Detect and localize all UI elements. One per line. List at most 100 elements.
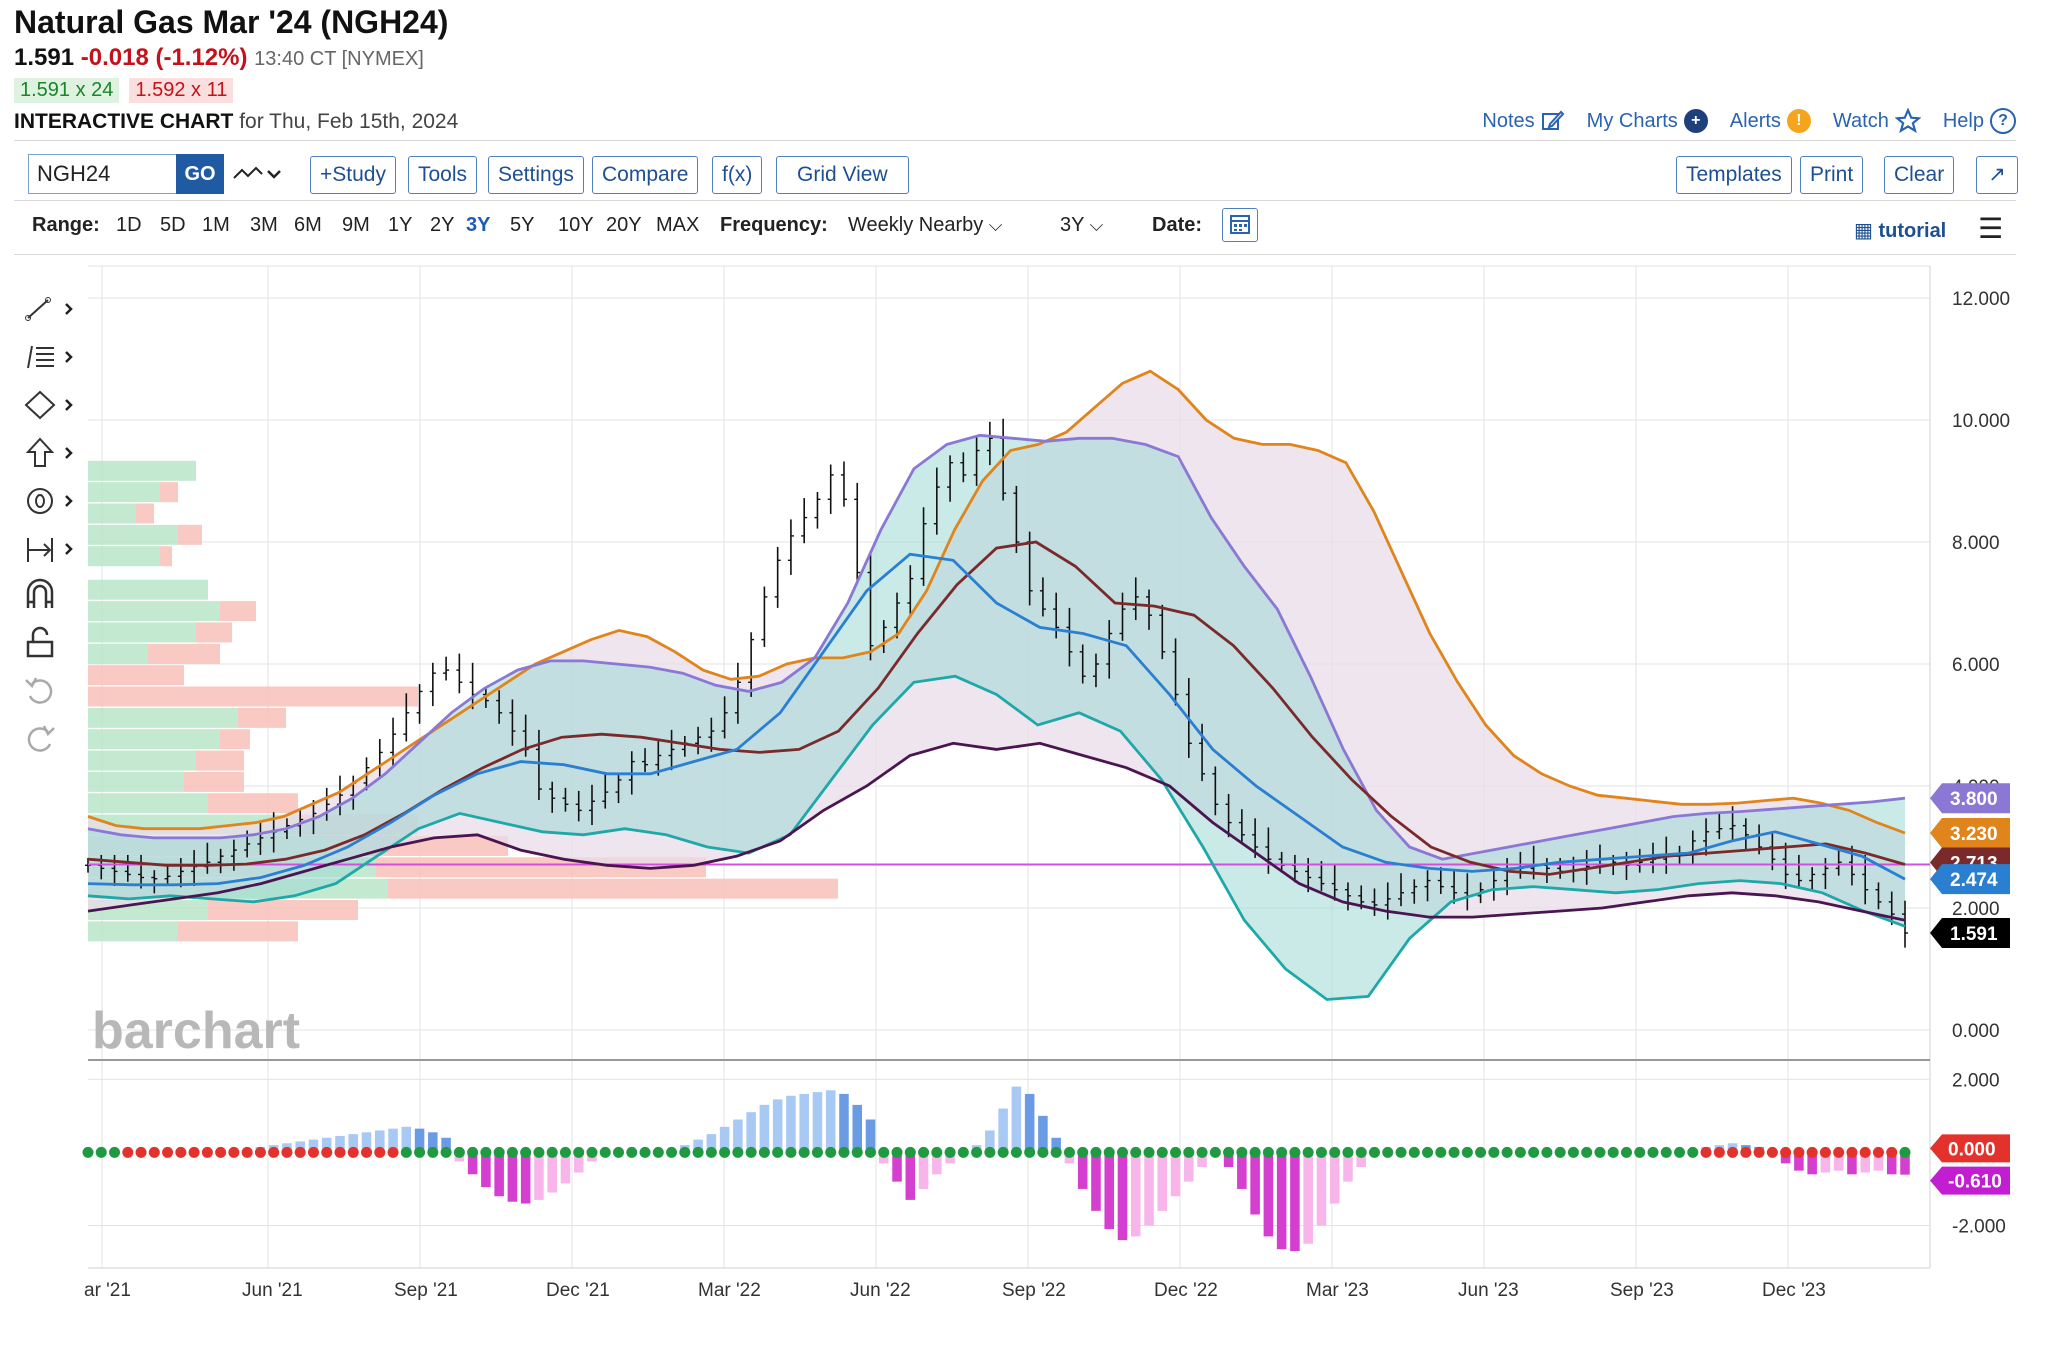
notes-link[interactable]: Notes xyxy=(1482,108,1565,134)
range-option-10y[interactable]: 10Y xyxy=(558,214,594,236)
range-option-1d[interactable]: 1D xyxy=(116,214,142,236)
zero-line-dot xyxy=(1448,1146,1460,1158)
histogram-bar xyxy=(852,1104,863,1153)
volume-profile-bar xyxy=(88,729,220,750)
quote-time: 13:40 CT [NYMEX] xyxy=(254,48,424,70)
zero-line-dot xyxy=(122,1146,134,1158)
blue-ma-line xyxy=(87,552,1906,887)
text-tool[interactable] xyxy=(22,484,82,518)
zero-line-dot xyxy=(1819,1146,1831,1158)
bid-ask: 1.591 x 24 1.592 x 11 xyxy=(14,78,234,103)
volume-profile-bar xyxy=(178,524,202,545)
osc-tick-label: 2.000 xyxy=(1952,1070,2000,1091)
histogram-bar xyxy=(321,1137,332,1153)
help-link[interactable]: Help? xyxy=(1943,108,2016,134)
range-option-5d[interactable]: 5D xyxy=(160,214,186,236)
zero-line-dot xyxy=(188,1146,200,1158)
lock-tool[interactable] xyxy=(22,626,82,660)
histogram-bar xyxy=(1157,1152,1168,1211)
price-tag-text: 2.474 xyxy=(1950,870,1998,891)
date-picker[interactable] xyxy=(1222,208,1258,242)
zero-line-dot xyxy=(825,1146,837,1158)
histogram-bar xyxy=(401,1126,412,1153)
volume-profile-bar xyxy=(178,921,298,942)
zero-line-dot xyxy=(626,1146,638,1158)
histogram-bar xyxy=(1290,1152,1300,1252)
go-button[interactable]: GO xyxy=(176,154,224,194)
histogram-bar xyxy=(839,1093,849,1153)
tools-button[interactable]: Tools xyxy=(408,156,478,194)
fib-tool[interactable] xyxy=(22,340,82,374)
range-option-max[interactable]: MAX xyxy=(656,214,700,236)
histogram-bar xyxy=(1900,1152,1910,1175)
expand-arrow-icon: ↗ xyxy=(1988,163,2006,186)
clear-button[interactable]: Clear xyxy=(1884,156,1955,194)
chart-type-icon[interactable] xyxy=(232,162,286,186)
range-option-3y[interactable]: 3Y xyxy=(466,214,491,236)
zero-line-dot xyxy=(1687,1146,1699,1158)
shape-tool[interactable] xyxy=(22,388,82,422)
x-tick-label: Dec '23 xyxy=(1762,1280,1826,1301)
compare-button[interactable]: Compare xyxy=(592,156,699,194)
range-option-3m[interactable]: 3M xyxy=(250,214,278,236)
line-tool[interactable] xyxy=(22,292,82,326)
osc-tag: -0.610 xyxy=(1930,1166,2010,1195)
range-option-1y[interactable]: 1Y xyxy=(388,214,413,236)
zero-line-dot xyxy=(281,1146,293,1158)
zero-line-dot xyxy=(228,1146,240,1158)
brown-ma-line xyxy=(87,540,1906,876)
volume-profile-bar xyxy=(88,460,196,481)
period-select[interactable]: 3Y ⌵ xyxy=(1060,214,1103,237)
ask-value: 1.592 x 11 xyxy=(129,78,234,103)
histogram-bar xyxy=(1343,1152,1353,1182)
histogram-bar xyxy=(932,1152,942,1175)
zero-line-dot xyxy=(1833,1146,1845,1158)
zero-line-dot xyxy=(1514,1146,1526,1158)
histogram-bar xyxy=(335,1135,345,1153)
volume-profile-bar xyxy=(220,729,250,750)
range-option-1m[interactable]: 1M xyxy=(202,214,230,236)
settings-button[interactable]: Settings xyxy=(488,156,584,194)
range-option-2y[interactable]: 2Y xyxy=(430,214,455,236)
range-option-20y[interactable]: 20Y xyxy=(606,214,642,236)
divider xyxy=(14,200,2016,201)
tutorial-link[interactable]: ▦ tutorial xyxy=(1854,218,1946,243)
alerts-link[interactable]: Alerts! xyxy=(1730,108,1811,134)
my-charts-link[interactable]: My Charts + xyxy=(1587,108,1708,134)
chart-date: for Thu, Feb 15th, 2024 xyxy=(239,110,459,133)
zero-line-dot xyxy=(162,1146,174,1158)
symbol-input[interactable]: NGH24 xyxy=(28,154,178,194)
grid-view-button[interactable]: Grid View xyxy=(776,156,909,194)
zero-line-dot xyxy=(254,1146,266,1158)
histogram-bar xyxy=(1303,1152,1313,1244)
print-button[interactable]: Print xyxy=(1800,156,1864,194)
zero-line-dot xyxy=(533,1146,545,1158)
fx-button[interactable]: f(x) xyxy=(712,156,763,194)
histogram-bar xyxy=(534,1152,544,1200)
range-option-9m[interactable]: 9M xyxy=(342,214,370,236)
study-button[interactable]: +Study xyxy=(310,156,396,194)
price-tag: 3.230 xyxy=(1930,817,2010,848)
range-bar: Range: 1D 5D 1M 3M 6M 9M 1Y 2Y 3Y 5Y 10Y 20Y MAX Fre… xyxy=(32,208,2016,250)
magnet-tool[interactable] xyxy=(22,578,82,612)
menu-icon[interactable]: ☰ xyxy=(1978,213,2004,244)
measure-tool[interactable] xyxy=(22,532,82,566)
my-charts-label: My Charts xyxy=(1586,109,1678,132)
expand-button[interactable]: ↗ xyxy=(1976,156,2018,194)
zero-line-dot xyxy=(1196,1146,1208,1158)
toolbar: NGH24 GO +Study Tools Settings Compare f… xyxy=(28,154,2018,198)
watch-link[interactable]: Watch xyxy=(1833,108,1921,134)
histogram-bar xyxy=(1038,1115,1048,1153)
range-option-5y[interactable]: 5Y xyxy=(510,214,535,236)
arrow-tool[interactable] xyxy=(22,436,82,470)
zero-line-dot xyxy=(387,1146,399,1158)
volume-profile-bar xyxy=(184,771,244,792)
price-chart[interactable]: 2.000-2.000 12.00010.0008.0006.0004.0002… xyxy=(0,258,2046,1338)
zero-line-dot xyxy=(1700,1146,1712,1158)
redo-button[interactable] xyxy=(22,722,82,756)
range-option-6m[interactable]: 6M xyxy=(294,214,322,236)
zero-line-dot xyxy=(1037,1146,1049,1158)
frequency-select[interactable]: Weekly Nearby ⌵ xyxy=(848,214,1002,237)
templates-button[interactable]: Templates xyxy=(1676,156,1792,194)
undo-button[interactable] xyxy=(22,674,82,708)
